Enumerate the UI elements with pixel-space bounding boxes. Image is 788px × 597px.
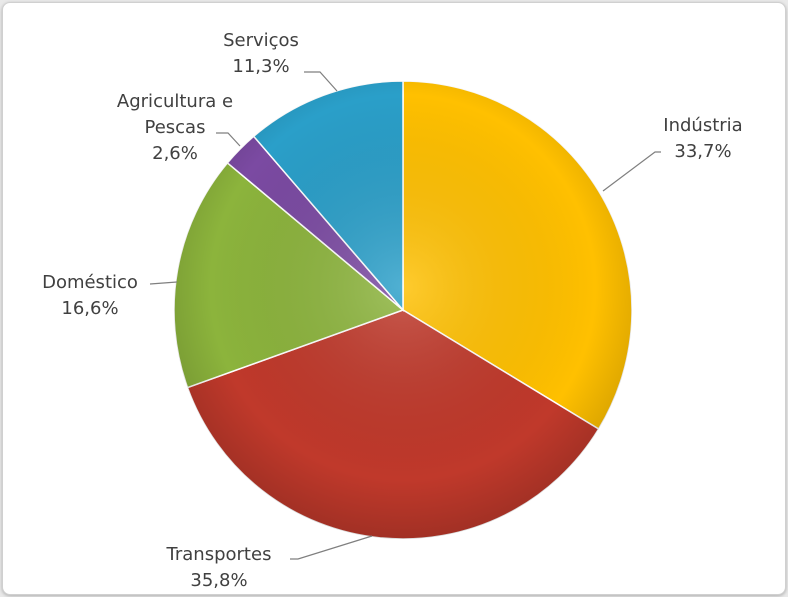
leader-servicos (304, 71, 338, 92)
label-agricultura-line1: Agricultura e (117, 91, 233, 112)
value-agricultura: 2,6% (152, 143, 198, 164)
leader-industria (602, 151, 661, 192)
value-domestico: 16,6% (61, 298, 118, 319)
label-agricultura-line2: Pescas (145, 117, 206, 138)
leader-transportes (290, 535, 373, 560)
leader-agricultura (216, 132, 241, 147)
value-servicos: 11,3% (232, 56, 289, 77)
value-industria: 33,7% (674, 141, 731, 162)
label-domestico: Doméstico (42, 272, 138, 293)
leader-domestico (149, 281, 178, 285)
value-transportes: 35,8% (190, 570, 247, 591)
label-servicos: Serviços (223, 30, 299, 51)
label-industria: Indústria (663, 115, 742, 136)
pie-slices (173, 80, 633, 540)
label-transportes: Transportes (166, 544, 272, 565)
